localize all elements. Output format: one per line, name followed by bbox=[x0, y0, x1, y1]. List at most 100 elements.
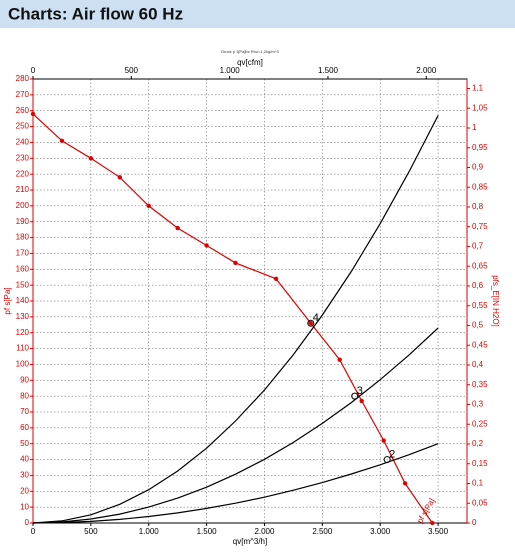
y2-axis-label: pfs_E[IN H2O] bbox=[491, 275, 500, 327]
series-marker bbox=[402, 481, 408, 486]
y2-tick-label: 0,05 bbox=[472, 498, 488, 507]
series-marker bbox=[233, 260, 238, 266]
y-tick-label: 170 bbox=[16, 249, 30, 258]
operating-point-label: 3 bbox=[357, 385, 363, 397]
series-marker bbox=[204, 243, 209, 248]
y2-tick-label: 0,55 bbox=[472, 301, 488, 310]
page-title: Charts: Air flow 60 Hz bbox=[8, 4, 183, 23]
y2-tick-label: 0,5 bbox=[472, 321, 484, 330]
series-marker bbox=[88, 156, 94, 161]
x2-tick-label: 1.000 bbox=[220, 66, 241, 75]
operating-point bbox=[307, 319, 315, 327]
y-tick-label: 210 bbox=[16, 185, 30, 194]
y-tick-label: 100 bbox=[16, 360, 30, 369]
y-tick-label: 130 bbox=[16, 312, 30, 321]
series-marker bbox=[273, 276, 279, 281]
y-tick-label: 250 bbox=[16, 122, 30, 131]
y2-tick-label: 0,2 bbox=[472, 439, 484, 448]
series-marker bbox=[381, 438, 386, 443]
operating-point bbox=[351, 392, 359, 400]
series-label: pf s[Pa] bbox=[415, 497, 436, 525]
y2-tick-label: 1,1 bbox=[472, 84, 484, 93]
series-marker bbox=[117, 175, 123, 180]
y2-tick-label: 0,9 bbox=[472, 163, 484, 172]
operating-point-label: 4 bbox=[313, 312, 319, 324]
y2-tick-label: 0,65 bbox=[472, 261, 488, 270]
x-tick-label: 2.500 bbox=[312, 527, 333, 536]
x2-tick-label: 0 bbox=[31, 66, 36, 75]
y-tick-label: 40 bbox=[20, 455, 29, 464]
y2-tick-label: 0,8 bbox=[472, 202, 484, 211]
series-marker bbox=[30, 111, 36, 117]
y-tick-label: 230 bbox=[16, 153, 30, 162]
y-tick-label: 260 bbox=[16, 106, 30, 115]
x-tick-label: 500 bbox=[84, 527, 98, 536]
y-tick-label: 160 bbox=[16, 264, 30, 273]
series-line bbox=[32, 327, 439, 524]
series-marker bbox=[359, 398, 364, 404]
y-tick-label: 60 bbox=[20, 423, 29, 432]
series-marker bbox=[146, 203, 151, 209]
y2-tick-label: 0,85 bbox=[472, 182, 488, 191]
series-marker bbox=[175, 225, 180, 231]
y2-tick-label: 0,7 bbox=[472, 242, 484, 251]
y2-tick-label: 0,25 bbox=[472, 419, 488, 428]
y2-tick-label: 0,95 bbox=[472, 143, 488, 152]
y-tick-label: 270 bbox=[16, 90, 30, 99]
y-tick-label: 10 bbox=[20, 502, 29, 511]
series-marker bbox=[308, 321, 313, 326]
y2-tick-label: 0,45 bbox=[472, 340, 488, 349]
y-tick-label: 80 bbox=[20, 391, 29, 400]
y-tick-label: 30 bbox=[20, 471, 29, 480]
y2-tick-label: 0,4 bbox=[472, 360, 484, 369]
y-tick-label: 220 bbox=[16, 169, 30, 178]
y2-tick-label: 0,75 bbox=[472, 222, 488, 231]
x-tick-label: 3.500 bbox=[428, 527, 449, 536]
series-marker bbox=[430, 520, 435, 526]
caption: Druck p 1[Pa]bz Rho=1,2kg/m^3 bbox=[221, 49, 279, 54]
x2-tick-label: 1.500 bbox=[318, 66, 339, 75]
operating-point-label: 2 bbox=[389, 448, 395, 460]
y-axis-label: pf s[Pa] bbox=[3, 287, 12, 314]
y2-tick-label: 0,6 bbox=[472, 281, 484, 290]
y2-tick-label: 0,15 bbox=[472, 459, 488, 468]
y-tick-label: 190 bbox=[16, 217, 30, 226]
y2-tick-label: 1 bbox=[472, 123, 477, 132]
series-marker bbox=[59, 138, 65, 144]
x-tick-label: 1.000 bbox=[139, 527, 160, 536]
y-tick-label: 240 bbox=[16, 138, 30, 147]
y-tick-label: 90 bbox=[20, 375, 29, 384]
header-bar bbox=[0, 0, 515, 28]
y-tick-label: 110 bbox=[16, 344, 29, 353]
y2-tick-label: 0,35 bbox=[472, 380, 488, 389]
y-tick-label: 150 bbox=[16, 280, 30, 289]
y2-tick-label: 0 bbox=[472, 518, 477, 527]
x2-axis-label: qv[cfm] bbox=[237, 58, 263, 67]
y2-tick-label: 0,1 bbox=[472, 479, 484, 488]
x-tick-label: 3.000 bbox=[370, 527, 391, 536]
y-tick-label: 70 bbox=[20, 407, 29, 416]
series-line bbox=[32, 443, 439, 524]
y-tick-label: 140 bbox=[16, 296, 30, 305]
x2-tick-label: 500 bbox=[125, 66, 139, 75]
x-axis-label: qv[m^3/h] bbox=[233, 537, 267, 546]
y-tick-label: 50 bbox=[20, 439, 29, 448]
y-tick-label: 200 bbox=[16, 201, 30, 210]
series-line bbox=[32, 115, 439, 524]
y-tick-label: 0 bbox=[25, 518, 30, 527]
series-marker bbox=[337, 357, 342, 362]
y2-tick-label: 0,3 bbox=[472, 400, 484, 409]
y-tick-label: 280 bbox=[16, 74, 30, 83]
x-tick-label: 2.000 bbox=[254, 527, 275, 536]
y-tick-label: 120 bbox=[16, 328, 30, 337]
x2-tick-label: 2.000 bbox=[416, 66, 437, 75]
x-tick-label: 1.500 bbox=[197, 527, 218, 536]
y2-tick-label: 1,05 bbox=[472, 103, 488, 112]
series-line bbox=[32, 113, 433, 524]
operating-point bbox=[383, 456, 391, 464]
y-tick-label: 180 bbox=[16, 233, 30, 242]
y-tick-label: 20 bbox=[20, 486, 29, 495]
x-tick-label: 0 bbox=[31, 527, 36, 536]
